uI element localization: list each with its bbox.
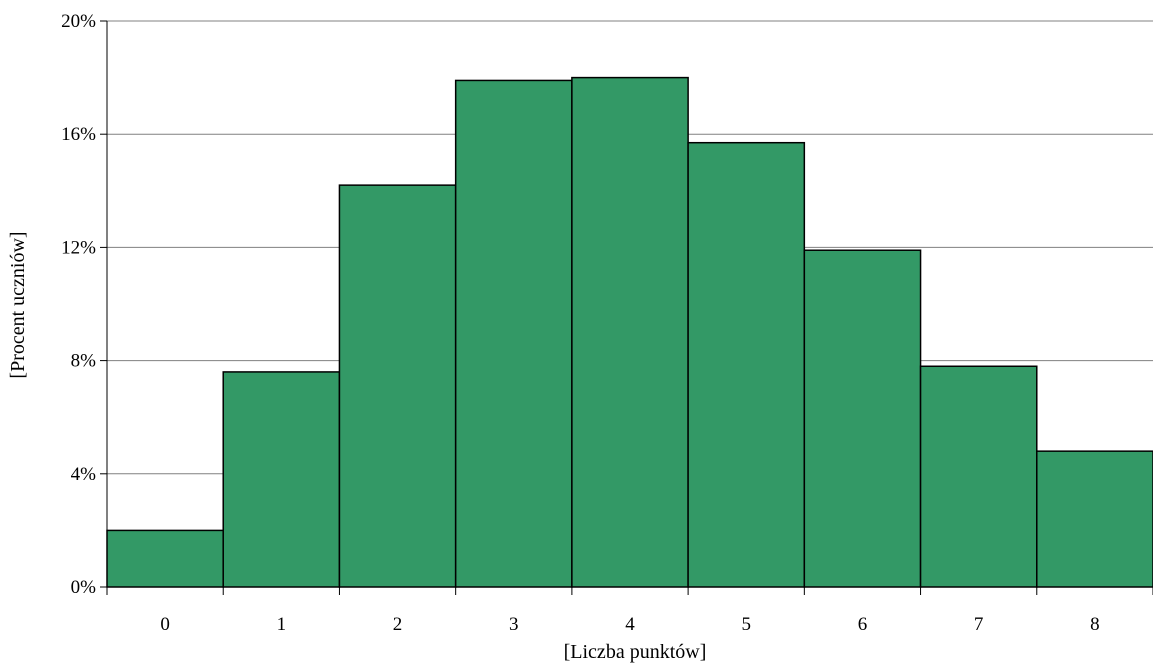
x-tick-label: 5: [741, 614, 751, 635]
x-tick-label: 6: [858, 614, 868, 635]
bar-5: [687, 141, 806, 588]
y-axis-ticks: 0% 4% 8% 12% 16% 20%: [61, 11, 107, 598]
x-tick-label: 3: [509, 614, 519, 635]
y-axis-title: [Procent uczniów]: [7, 231, 29, 378]
y-tick-label: 16%: [61, 124, 96, 145]
x-tick-label: 1: [277, 614, 287, 635]
x-tick-label: 8: [1090, 614, 1100, 635]
x-axis-ticks: 0 1 2 3 4 5 6 7 8: [106, 587, 1153, 635]
bar-4: [571, 76, 689, 588]
x-tick-label: 0: [160, 614, 170, 635]
axes: [106, 21, 1153, 588]
bar-2: [338, 184, 457, 588]
x-tick-label: 4: [625, 614, 635, 635]
bar-8: [1036, 450, 1153, 588]
y-tick-label: 8%: [71, 351, 97, 372]
x-tick-label: 7: [974, 614, 984, 635]
bar-0: [106, 529, 224, 588]
y-tick-label: 12%: [61, 237, 96, 258]
bar-1: [222, 371, 341, 588]
y-tick-label: 20%: [61, 11, 96, 32]
bars: [106, 76, 1153, 588]
x-tick-label: 2: [393, 614, 403, 635]
bar-3: [454, 79, 573, 588]
bar-7: [919, 365, 1038, 588]
bar-6: [803, 249, 922, 588]
y-tick-label: 0%: [71, 577, 97, 598]
x-axis-title: [Liczba punktów]: [564, 641, 707, 663]
y-tick-label: 4%: [71, 464, 97, 485]
